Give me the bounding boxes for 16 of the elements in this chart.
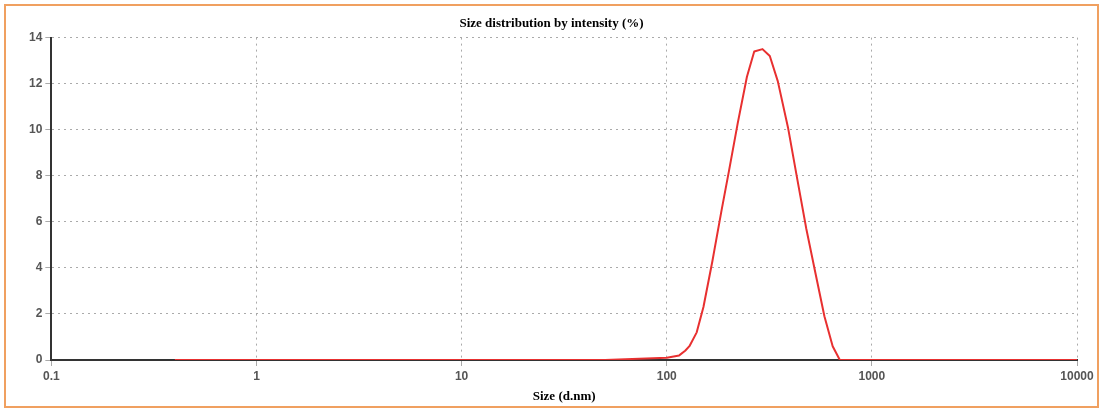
x-axis-title: Size (d.nm) bbox=[532, 387, 596, 403]
y-tick-label: 8 bbox=[35, 168, 43, 183]
y-tick-label: 4 bbox=[35, 260, 43, 275]
y-tick-label: 6 bbox=[35, 214, 43, 229]
x-tick-label: 1 bbox=[253, 368, 261, 383]
y-tick-label: 10 bbox=[28, 122, 43, 137]
chart-title: Size distribution by intensity (%) bbox=[459, 15, 644, 31]
x-tick-label: 1000 bbox=[858, 368, 886, 383]
y-tick-label: 2 bbox=[35, 306, 43, 321]
x-tick-label: 0.1 bbox=[43, 368, 61, 383]
y-tick-label: 14 bbox=[28, 29, 43, 44]
x-tick-label: 100 bbox=[656, 368, 678, 383]
x-tick-label: 10000 bbox=[1060, 368, 1095, 383]
y-tick-label: 12 bbox=[28, 75, 43, 90]
y-tick-label: 0 bbox=[35, 352, 43, 367]
x-tick-label: 10 bbox=[454, 368, 469, 383]
